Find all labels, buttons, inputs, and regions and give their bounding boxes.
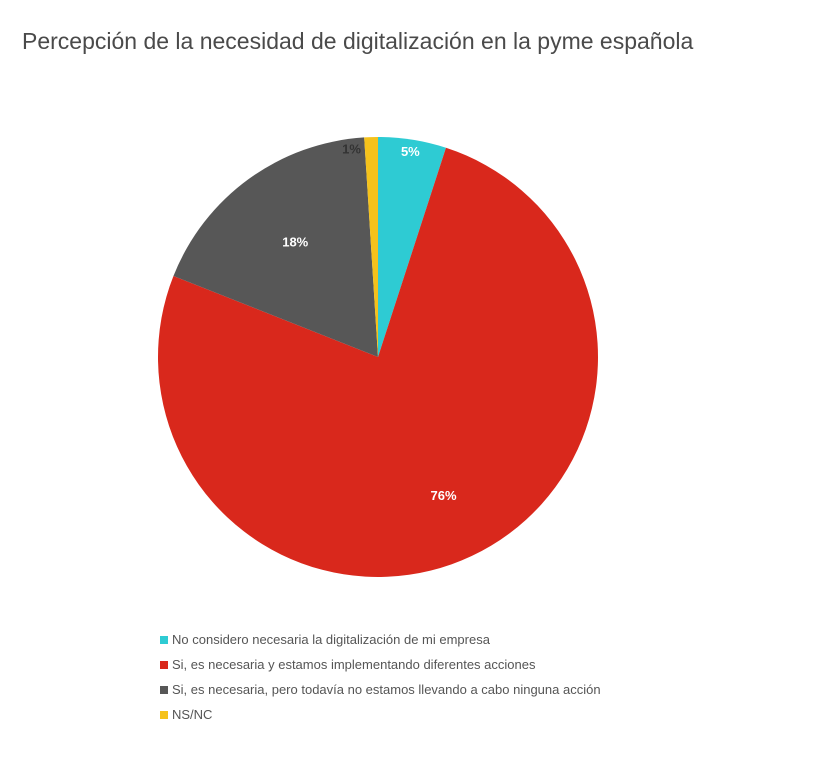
legend-swatch — [160, 660, 168, 669]
pie-slice — [158, 147, 599, 577]
slice-value-label: 18% — [282, 235, 308, 250]
legend-item-nsnc: NS/NC — [160, 702, 601, 727]
legend-swatch — [160, 635, 168, 644]
pie-slice — [364, 137, 378, 357]
legend-label: NS/NC — [172, 707, 213, 722]
legend: No considero necesaria la digitalización… — [160, 627, 601, 727]
legend-item-no-necesaria: No considero necesaria la digitalización… — [160, 627, 601, 652]
legend-label: No considero necesaria la digitalización… — [172, 632, 490, 647]
legend-swatch — [160, 685, 168, 694]
legend-item-sin-accion: Si, es necesaria, pero todavía no estamo… — [160, 677, 601, 702]
legend-label: Si, es necesaria, pero todavía no estamo… — [172, 682, 601, 697]
legend-item-implementando: Si, es necesaria y estamos implementando… — [160, 652, 601, 677]
slice-value-label: 76% — [431, 488, 457, 503]
slice-value-label: 1% — [342, 142, 361, 157]
legend-label: Si, es necesaria y estamos implementando… — [172, 657, 536, 672]
pie-slice — [378, 137, 446, 357]
slice-value-label: 5% — [401, 144, 420, 159]
pie-slice — [173, 137, 378, 357]
chart-title: Percepción de la necesidad de digitaliza… — [22, 28, 694, 54]
legend-swatch — [160, 710, 168, 719]
